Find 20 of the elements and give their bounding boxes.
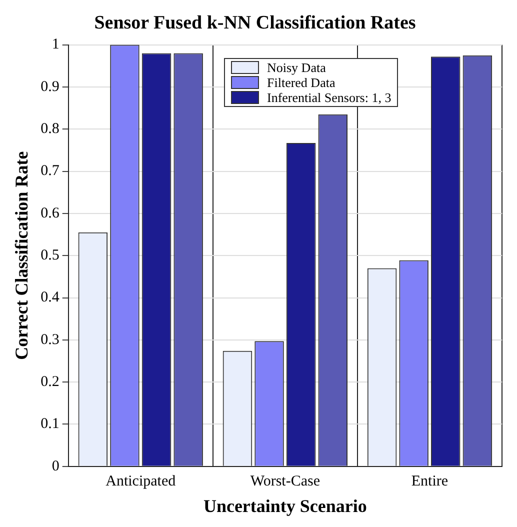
y-tick-label: 0.5 bbox=[40, 248, 60, 264]
y-tick-label: 0.3 bbox=[40, 332, 60, 348]
y-axis-title: Correct Classification Rate bbox=[11, 151, 32, 360]
x-tick-label: Entire bbox=[411, 473, 448, 490]
legend-label: Inferential Sensors: 1, 3 bbox=[267, 90, 392, 105]
y-tick-label: 0 bbox=[52, 458, 60, 474]
legend-label: Filtered Data bbox=[267, 75, 336, 90]
chart-title: Sensor Fused k-NN Classification Rates bbox=[94, 12, 416, 34]
y-tick-label: 0.4 bbox=[40, 290, 60, 306]
y-tick-label: 1 bbox=[52, 36, 60, 53]
y-tick-label: 0.7 bbox=[40, 163, 60, 180]
y-tick-label: 0.2 bbox=[40, 374, 60, 390]
y-tick-label: 0.1 bbox=[40, 416, 60, 432]
x-tick-label: Worst-Case bbox=[250, 473, 320, 490]
x-axis-title: Uncertainty Scenario bbox=[203, 496, 367, 516]
legend-label: Noisy Data bbox=[267, 60, 326, 75]
y-tick-label: 0.6 bbox=[40, 205, 60, 222]
y-tick-label: 0.9 bbox=[40, 78, 60, 95]
x-tick-label: Anticipated bbox=[106, 473, 176, 490]
y-tick-label: 0.8 bbox=[40, 121, 60, 138]
